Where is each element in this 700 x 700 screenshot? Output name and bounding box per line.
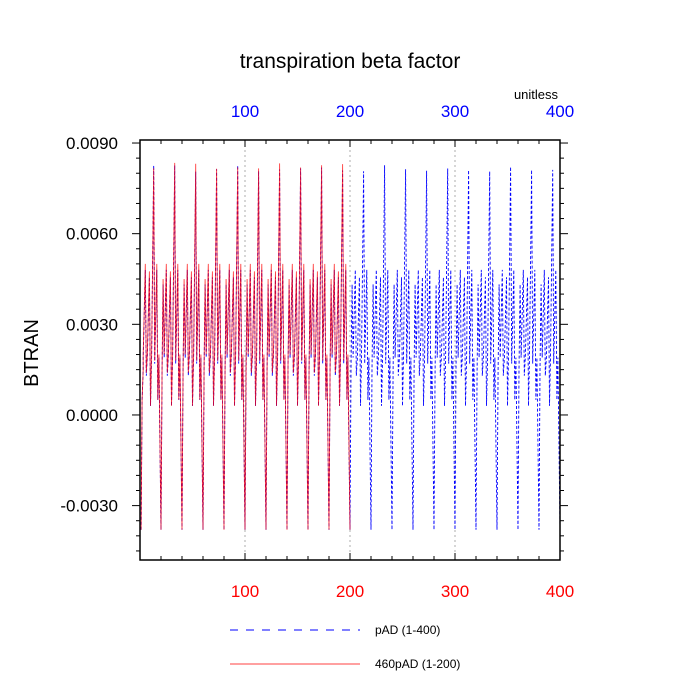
x-tick-label-bottom-400: 400 [546,582,574,601]
y-axis-label: BTRAN [21,319,43,387]
y-tick-label-3: 0.0060 [66,225,118,244]
x-tick-label-bottom-100: 100 [231,582,259,601]
y-tick-label-2: 0.0030 [66,315,118,334]
x-tick-label-top-100: 100 [231,102,259,121]
x-tick-label-top-400: 400 [546,102,574,121]
series-line-1 [140,162,351,530]
legend: pAD (1-400) 460pAD (1-200) [230,623,460,671]
legend-label-pad: pAD (1-400) [375,623,440,637]
axis-ticks [132,140,568,560]
x-tick-label-top-300: 300 [441,102,469,121]
chart-title: transpiration beta factor [240,50,461,73]
x-tick-labels-top: 100 200 300 400 [231,102,574,121]
x-tick-labels-bottom: 100 200 300 400 [231,582,574,601]
x-tick-label-bottom-300: 300 [441,582,469,601]
y-tick-labels: -0.0030 0.0000 0.0030 0.0060 0.0090 [60,134,118,516]
y-tick-label-0: -0.0030 [60,497,118,516]
series-layer [140,162,561,530]
y-tick-label-4: 0.0090 [66,134,118,153]
units-label: unitless [514,87,559,102]
y-tick-label-1: 0.0000 [66,406,118,425]
legend-label-460pad: 460pAD (1-200) [375,657,460,671]
x-tick-label-top-200: 200 [336,102,364,121]
x-tick-label-bottom-200: 200 [336,582,364,601]
